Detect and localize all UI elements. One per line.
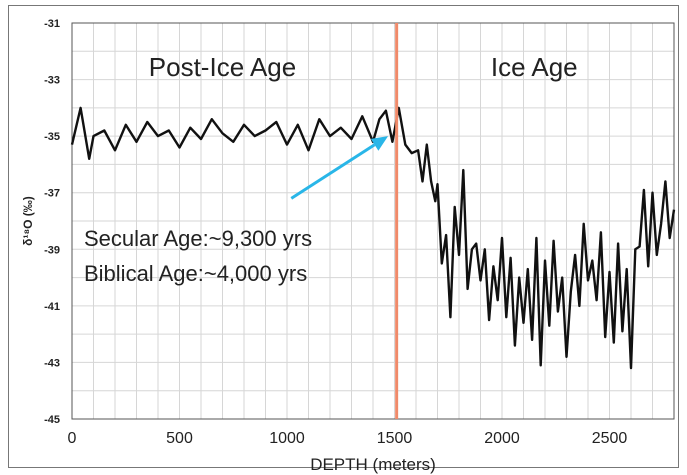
- annotation-biblical-age: Biblical Age:~4,000 yrs: [84, 261, 307, 286]
- series-line: [70, 106, 676, 370]
- y-tick-label: -45: [44, 414, 60, 426]
- annotation-arrow-head: [370, 136, 389, 151]
- y-tick-label: -37: [44, 188, 60, 200]
- y-tick-labels: -31 -33 -35 -37 -39 -41 -43 -45: [44, 18, 60, 426]
- region-label-ice-age: Ice Age: [491, 52, 578, 82]
- y-tick-label: -41: [44, 301, 60, 313]
- x-tick-labels: 0 500 1000 1500 2000 2500: [68, 430, 628, 447]
- plot-border: [71, 22, 675, 420]
- y-tick-label: -39: [44, 244, 60, 256]
- region-label-post-ice-age: Post-Ice Age: [149, 52, 296, 82]
- y-tick-label: -33: [44, 75, 60, 87]
- y-tick-label: -35: [44, 131, 60, 143]
- annotation-arrow: [290, 143, 376, 200]
- y-tick-label: -43: [44, 357, 60, 369]
- x-axis-label: DEPTH (meters): [310, 455, 436, 474]
- x-tick-label: 1500: [377, 430, 413, 447]
- y-tick-label: -31: [44, 18, 60, 30]
- y-axis-label: δ¹⁸O (‰): [21, 196, 35, 246]
- grid-horizontal: [72, 50, 674, 392]
- x-tick-label: 1000: [269, 430, 305, 447]
- annotation-secular-age: Secular Age:~9,300 yrs: [84, 226, 312, 251]
- x-tick-label: 2500: [592, 430, 628, 447]
- x-tick-label: 500: [166, 430, 193, 447]
- x-tick-label: 0: [68, 430, 77, 447]
- x-tick-label: 2000: [484, 430, 520, 447]
